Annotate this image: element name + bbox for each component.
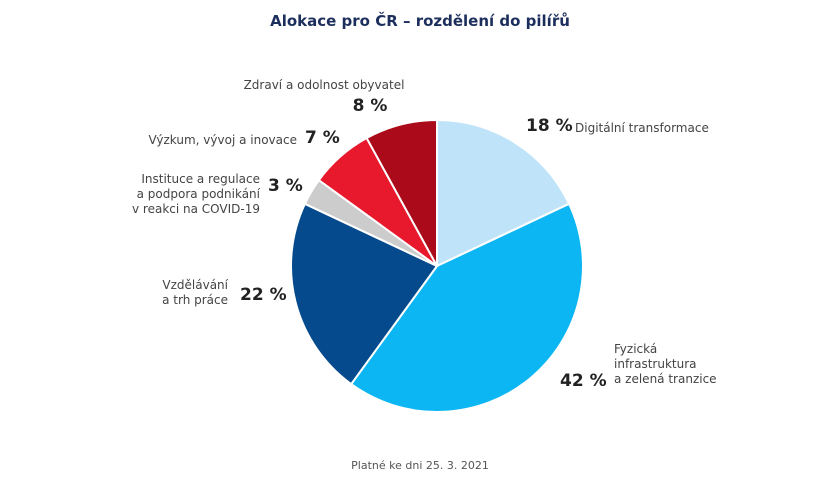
chart-title: Alokace pro ČR – rozdělení do pilířů — [270, 12, 570, 30]
slice-value-health: 8 % — [352, 96, 388, 116]
slice-label-line: a podpora podnikání — [136, 187, 260, 201]
slice-label-line: v reakci na COVID-19 — [132, 202, 260, 216]
pie-slice-0 — [436, 119, 571, 267]
slice-label-line: a zelená tranzice — [614, 372, 717, 386]
slice-label-education: Vzdělávání a trh práce — [130, 278, 228, 308]
slice-label-line: Fyzická — [614, 342, 658, 356]
slice-label-institutions: Instituce a regulace a podpora podnikání… — [100, 172, 260, 217]
slice-label-health: Zdraví a odolnost obyvatel — [243, 78, 405, 92]
slice-value-education: 22 % — [240, 285, 287, 305]
slice-label-physical-infrastructure: Fyzická infrastruktura a zelená tranzice — [614, 342, 717, 387]
footnote: Platné ke dni 25. 3. 2021 — [351, 459, 489, 472]
slice-label-digital-transformation: Digitální transformace — [575, 121, 709, 135]
slice-label-line: a trh práce — [162, 293, 228, 307]
slice-label-line: Instituce a regulace — [141, 172, 260, 186]
slice-value-institutions: 3 % — [268, 176, 303, 196]
slice-value-physical-infrastructure: 42 % — [560, 371, 607, 391]
pie-slice-1 — [350, 202, 584, 413]
pie-slice-5 — [365, 119, 438, 267]
slice-label-line: infrastruktura — [614, 357, 697, 371]
slice-value-digital-transformation: 18 % — [526, 116, 573, 136]
slice-label-research: Výzkum, vývoj a inovace — [148, 133, 297, 147]
slice-value-research: 7 % — [305, 128, 340, 148]
slice-label-line: Vzdělávání — [162, 278, 228, 292]
